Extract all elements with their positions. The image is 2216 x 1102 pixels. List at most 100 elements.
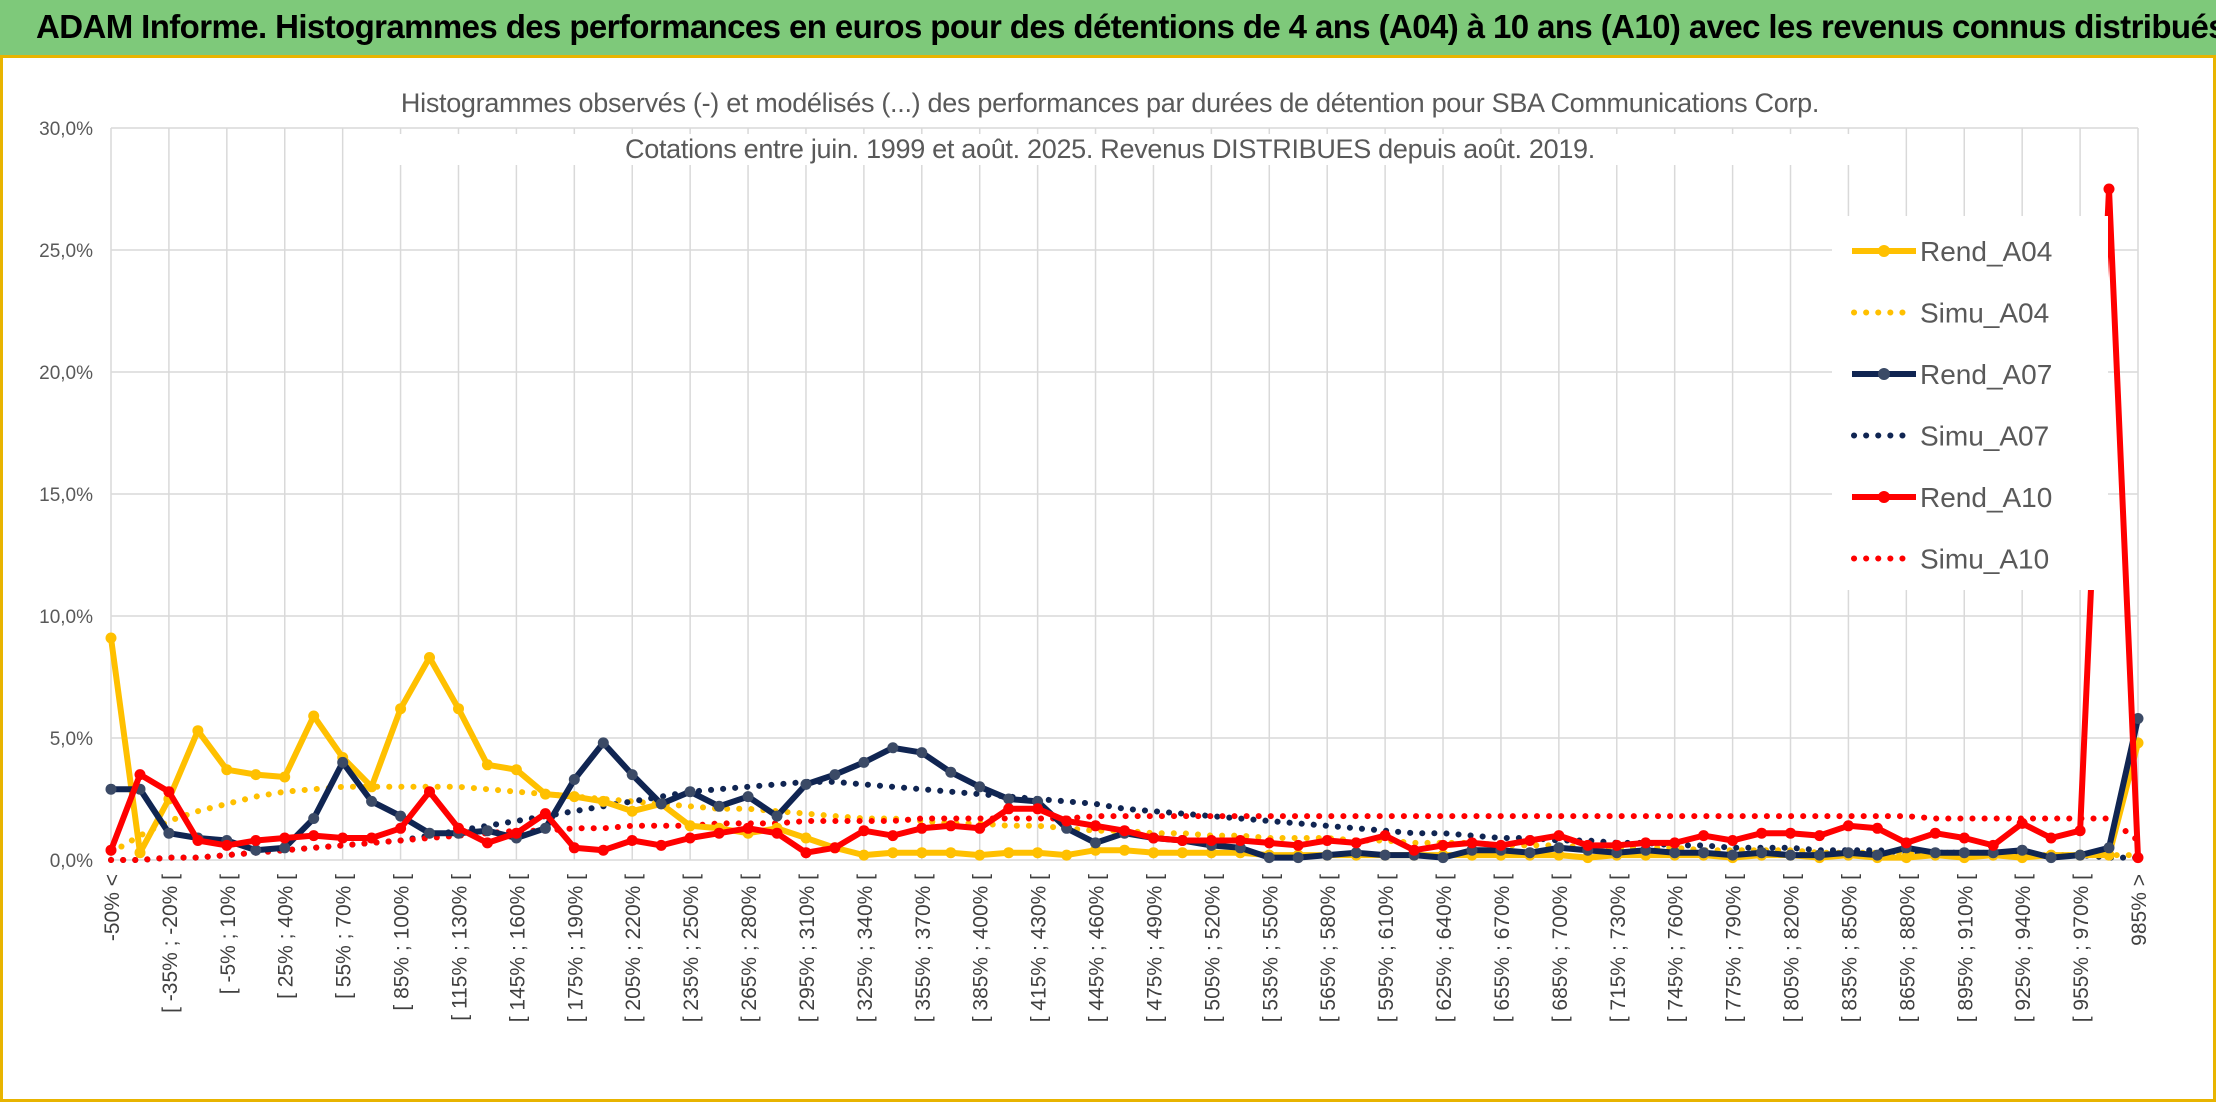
series-rend-a10-point <box>945 820 957 832</box>
series-rend-a07-point <box>308 813 320 824</box>
series-rend-a04-point <box>684 820 696 832</box>
legend-rend-a10-marker <box>1878 491 1890 503</box>
series-rend-a04-point <box>800 832 812 844</box>
series-rend-a10-point <box>395 822 407 834</box>
series-rend-a10-point <box>1090 820 1101 832</box>
series-rend-a07-point <box>1871 849 1883 861</box>
x-tick-label: [ -35% ; -20% [ <box>159 874 182 1013</box>
x-tick-label: [ 295% ; 310% [ <box>796 874 819 1022</box>
series-rend-a07-point <box>481 825 493 837</box>
legend-box <box>1832 216 2108 590</box>
series-rend-a07-point <box>1814 849 1825 861</box>
x-tick-label: [ 205% ; 220% [ <box>622 874 645 1022</box>
series-rend-a04-point <box>858 849 870 861</box>
legend-rend-a04-label: Rend_A04 <box>1920 236 2052 267</box>
series-rend-a04-point <box>192 725 204 737</box>
series-rend-a07-point <box>655 798 667 810</box>
series-rend-a10-point <box>1379 830 1391 842</box>
series-rend-a10-point <box>192 835 204 846</box>
report-title: ADAM Informe. Histogrammes des performan… <box>36 8 2216 45</box>
series-rend-a10-point <box>1640 837 1652 849</box>
x-tick-label: [ 25% ; 40% [ <box>275 874 298 999</box>
legend-simu-a04-label: Simu_A04 <box>1920 298 2049 329</box>
series-rend-a07-point <box>250 844 262 856</box>
series-rend-a07-point <box>1929 847 1941 859</box>
series-rend-a10-point <box>539 808 551 820</box>
series-rend-a10-point <box>1900 837 1912 849</box>
series-rend-a10-point <box>1698 830 1710 842</box>
x-tick-label: [ 445% ; 460% [ <box>1086 874 1109 1022</box>
series-rend-a10-point <box>453 822 464 834</box>
series-rend-a10-point <box>771 827 783 839</box>
series-rend-a07-point <box>1263 852 1275 864</box>
x-tick-label: [ 535% ; 550% [ <box>1259 874 1282 1022</box>
series-rend-a07-point <box>1321 849 1333 861</box>
series-rend-a07-point <box>163 827 175 839</box>
frame-bottom-border <box>0 1099 2216 1102</box>
frame-right-border <box>2213 58 2216 1102</box>
series-rend-a10-point <box>1032 803 1044 815</box>
x-tick-label: [ 355% ; 370% [ <box>912 874 935 1022</box>
series-rend-a10-point <box>1524 835 1536 846</box>
series-rend-a07-point <box>1524 847 1536 859</box>
x-tick-label: [ 625% ; 640% [ <box>1433 874 1456 1022</box>
x-tick-label: [ 145% ; 160% [ <box>506 874 529 1022</box>
series-rend-a10-point <box>163 786 175 798</box>
series-rend-a10-point <box>1842 820 1854 832</box>
series-rend-a10-point <box>510 827 522 839</box>
series-rend-a10-point <box>742 822 754 834</box>
y-tick-label: 0,0% <box>50 851 93 872</box>
series-rend-a04-point <box>134 847 146 859</box>
series-rend-a07-point <box>1785 849 1796 861</box>
y-tick-label: 20,0% <box>39 363 93 384</box>
series-rend-a07-point <box>568 774 580 785</box>
x-tick-label: [ 415% ; 430% [ <box>1028 874 1051 1022</box>
x-tick-label: [ 925% ; 940% [ <box>2012 874 2035 1022</box>
series-rend-a04-point <box>308 710 320 722</box>
series-rend-a10-point <box>713 827 725 839</box>
legend-rend-a07-marker <box>1878 368 1890 380</box>
series-rend-a07-point <box>945 766 957 778</box>
y-tick-label: 15,0% <box>39 485 93 506</box>
series-rend-a07-point <box>626 769 638 781</box>
x-tick-label: [ 325% ; 340% [ <box>854 874 877 1022</box>
series-rend-a07-point <box>1553 842 1565 854</box>
series-rend-a10-point <box>1350 837 1362 849</box>
series-rend-a10-point <box>829 842 841 854</box>
x-tick-label: [ 595% ; 610% [ <box>1375 874 1398 1022</box>
series-rend-a07-point <box>1437 852 1449 864</box>
y-tick-label: 5,0% <box>50 729 93 750</box>
series-rend-a07-point <box>1669 847 1681 859</box>
x-tick-label: [ 475% ; 490% [ <box>1143 874 1166 1022</box>
series-rend-a04-point <box>453 703 464 715</box>
series-rend-a04-point <box>250 769 262 781</box>
series-rend-a10-point <box>1292 839 1304 851</box>
series-rend-a04-point <box>916 847 928 859</box>
series-rend-a04-point <box>1900 852 1912 864</box>
x-tick-label: [ 715% ; 730% [ <box>1607 874 1630 1022</box>
x-tick-label: [ 805% ; 820% [ <box>1781 874 1804 1022</box>
frame-left-border <box>0 58 3 1102</box>
series-rend-a10-point <box>2132 852 2144 864</box>
series-rend-a07-point <box>1379 849 1391 861</box>
series-rend-a10-point <box>2103 183 2115 195</box>
series-rend-a10-point <box>1958 832 1970 844</box>
series-rend-a10-point <box>308 830 320 842</box>
series-rend-a07-point <box>2074 849 2086 861</box>
series-rend-a04-point <box>1176 847 1188 859</box>
series-rend-a10-point <box>424 786 435 798</box>
series-rend-a07-point <box>713 800 725 812</box>
series-rend-a07-point <box>974 781 986 793</box>
series-rend-a07-point <box>1003 793 1015 805</box>
series-rend-a07-point <box>1958 847 1970 859</box>
x-tick-label: [ 565% ; 580% [ <box>1317 874 1340 1022</box>
x-tick-label: [ 895% ; 910% [ <box>1954 874 1977 1022</box>
series-rend-a07-point <box>887 742 899 754</box>
x-tick-label: [ 85% ; 100% [ <box>391 874 414 1011</box>
series-rend-a04-point <box>1032 847 1044 859</box>
series-rend-a04-point <box>945 847 957 859</box>
x-tick-label: [ -5% ; 10% [ <box>217 874 240 994</box>
series-rend-a04-point <box>105 632 117 644</box>
series-rend-a07-point <box>539 822 551 834</box>
series-rend-a10-point <box>655 839 667 851</box>
